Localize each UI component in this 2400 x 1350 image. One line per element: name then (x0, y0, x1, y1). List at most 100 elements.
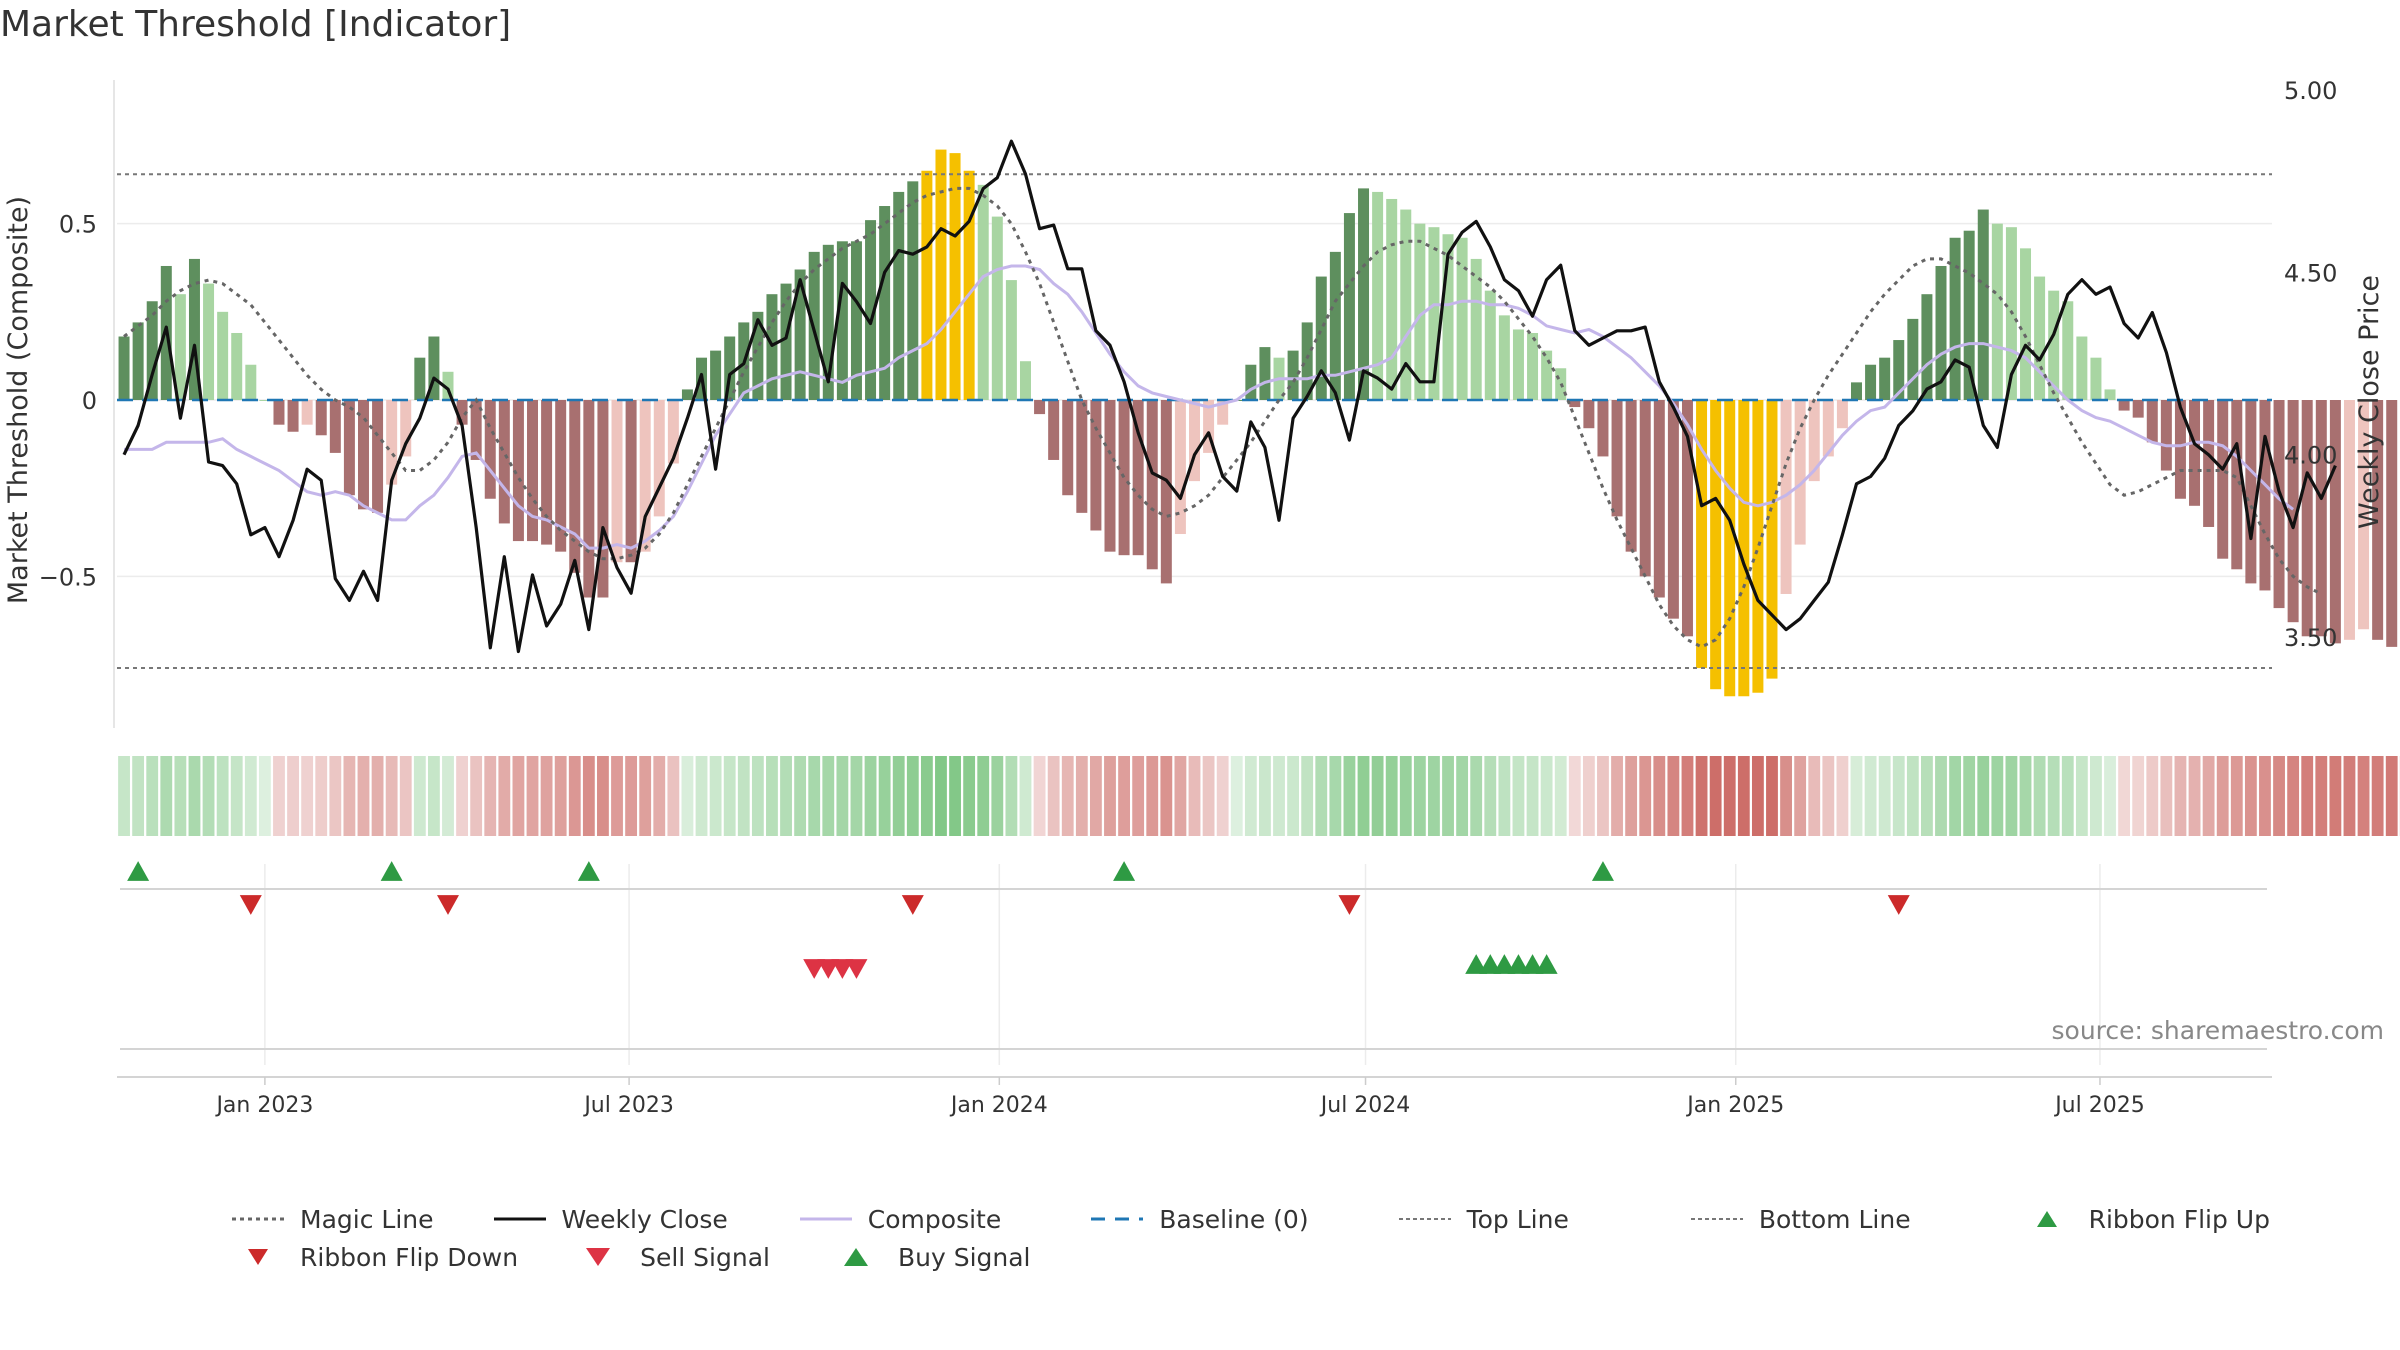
composite-bar (1851, 382, 1862, 400)
ribbon-cell (2273, 756, 2285, 836)
ribbon-cell (357, 756, 370, 836)
composite-bar (794, 269, 806, 400)
ribbon-cell (1667, 756, 1680, 836)
ribbon-cell (1681, 756, 1694, 836)
composite-bar (724, 336, 736, 400)
ribbon-cell (1512, 756, 1525, 836)
composite-bar (1625, 400, 1637, 552)
composite-bar (2329, 400, 2341, 644)
x-tick-label: Jul 2023 (582, 1093, 674, 1118)
composite-bar (1062, 400, 1074, 496)
ribbon-cell (1794, 756, 1807, 836)
ribbon-cell (1484, 756, 1497, 836)
ribbon-cell (1751, 756, 1764, 836)
ribbon-cell (2047, 756, 2060, 836)
composite-bar (1287, 350, 1299, 400)
ribbon-cell (498, 756, 511, 836)
legend-swatch (232, 1217, 284, 1221)
ribbon-cell (1498, 756, 1511, 836)
composite-bar (1301, 322, 1313, 400)
ribbon-cell (2230, 756, 2243, 836)
ribbon-cell (174, 756, 187, 836)
composite-bar (315, 400, 327, 436)
composite-bar (1569, 400, 1581, 408)
legend-row: Ribbon Flip Down Sell Signal Buy Signal (230, 1238, 2360, 1276)
legend-label: Baseline (0) (1159, 1204, 1309, 1234)
composite-bar (1358, 188, 1370, 400)
ribbon-cell (202, 756, 215, 836)
ribbon-cell (1075, 756, 1088, 836)
ribbon-cell (315, 756, 328, 836)
composite-bar (1921, 294, 1933, 400)
composite-bar (639, 400, 651, 552)
legend-label: Buy Signal (897, 1242, 1031, 1272)
y-axis-label-left: Market Threshold (Composite) (3, 196, 34, 604)
ribbon-flip-down-marker (901, 895, 924, 915)
composite-bar (1160, 400, 1172, 584)
legend-swatch (1091, 1217, 1144, 1221)
composite-bar (343, 400, 355, 496)
composite-bar (188, 258, 200, 400)
composite-bar (470, 400, 482, 460)
ribbon-flip-up-marker (1591, 861, 1614, 881)
composite-bar (2301, 400, 2313, 637)
composite-bar (1780, 400, 1792, 594)
composite-bar (2315, 400, 2327, 637)
ribbon-cell (301, 756, 314, 836)
composite-bar (2034, 276, 2046, 400)
x-tick-label: Jan 2023 (214, 1093, 313, 1118)
y-tick-label-right: 4.00 (2284, 442, 2337, 470)
composite-bar (1189, 400, 1200, 482)
composite-bar (1146, 400, 1158, 570)
composite-bar (1386, 198, 1398, 400)
ribbon-flip-down-marker (1338, 895, 1361, 915)
ribbon-flip-up-marker (127, 861, 150, 881)
legend-item: Bottom Line (1689, 1205, 1911, 1234)
composite-bar (1949, 237, 1961, 400)
ribbon-cell (1174, 756, 1187, 836)
legend-item: Buy Signal (828, 1243, 1031, 1272)
ribbon-cell (1371, 756, 1384, 836)
composite-bar (836, 241, 848, 400)
ribbon-cell (2019, 756, 2032, 836)
ribbon-cell (1061, 756, 1074, 836)
composite-bar (555, 400, 567, 552)
composite-bar (1104, 400, 1116, 552)
ribbon-cell (906, 756, 919, 836)
ribbon-cell (470, 756, 483, 836)
ribbon-cell (1470, 756, 1483, 836)
ribbon-flip-up-marker (1113, 861, 1136, 881)
composite-bar (1963, 230, 1975, 400)
composite-bar (1217, 400, 1229, 425)
ribbon-flip-down-marker (239, 895, 262, 915)
ribbon-cell (287, 756, 299, 836)
y-tick-label-right: 5.00 (2284, 77, 2337, 105)
composite-bar (1428, 227, 1440, 400)
ribbon-cell (1230, 756, 1243, 836)
composite-bar (1893, 340, 1905, 400)
legend-item: Ribbon Flip Down (230, 1243, 518, 1272)
ribbon-cell (892, 756, 905, 836)
ribbon-cell (1259, 756, 1271, 836)
composite-bar (1935, 265, 1947, 400)
sell-signal-marker (817, 959, 840, 979)
ribbon-cell (132, 756, 145, 836)
composite-bar (1541, 350, 1553, 400)
ribbon-cell (2104, 756, 2116, 836)
legend-item: Baseline (0) (1089, 1204, 1309, 1234)
composite-bar (1245, 364, 1257, 400)
ribbon-cell (766, 756, 778, 836)
composite-bar (597, 400, 609, 598)
composite-bar (132, 322, 144, 400)
buy-signal-marker (1535, 954, 1558, 974)
composite-bar (1865, 364, 1877, 400)
composite-bar (1808, 400, 1820, 482)
ribbon-cell (1554, 756, 1567, 836)
ribbon-cell (2090, 756, 2102, 836)
composite-bar (1639, 400, 1651, 577)
ribbon-cell (1399, 756, 1412, 836)
sell-signal-marker (845, 959, 868, 979)
ribbon-cell (653, 756, 666, 836)
ribbon-cell (1273, 756, 1285, 836)
composite-bar (907, 181, 919, 400)
